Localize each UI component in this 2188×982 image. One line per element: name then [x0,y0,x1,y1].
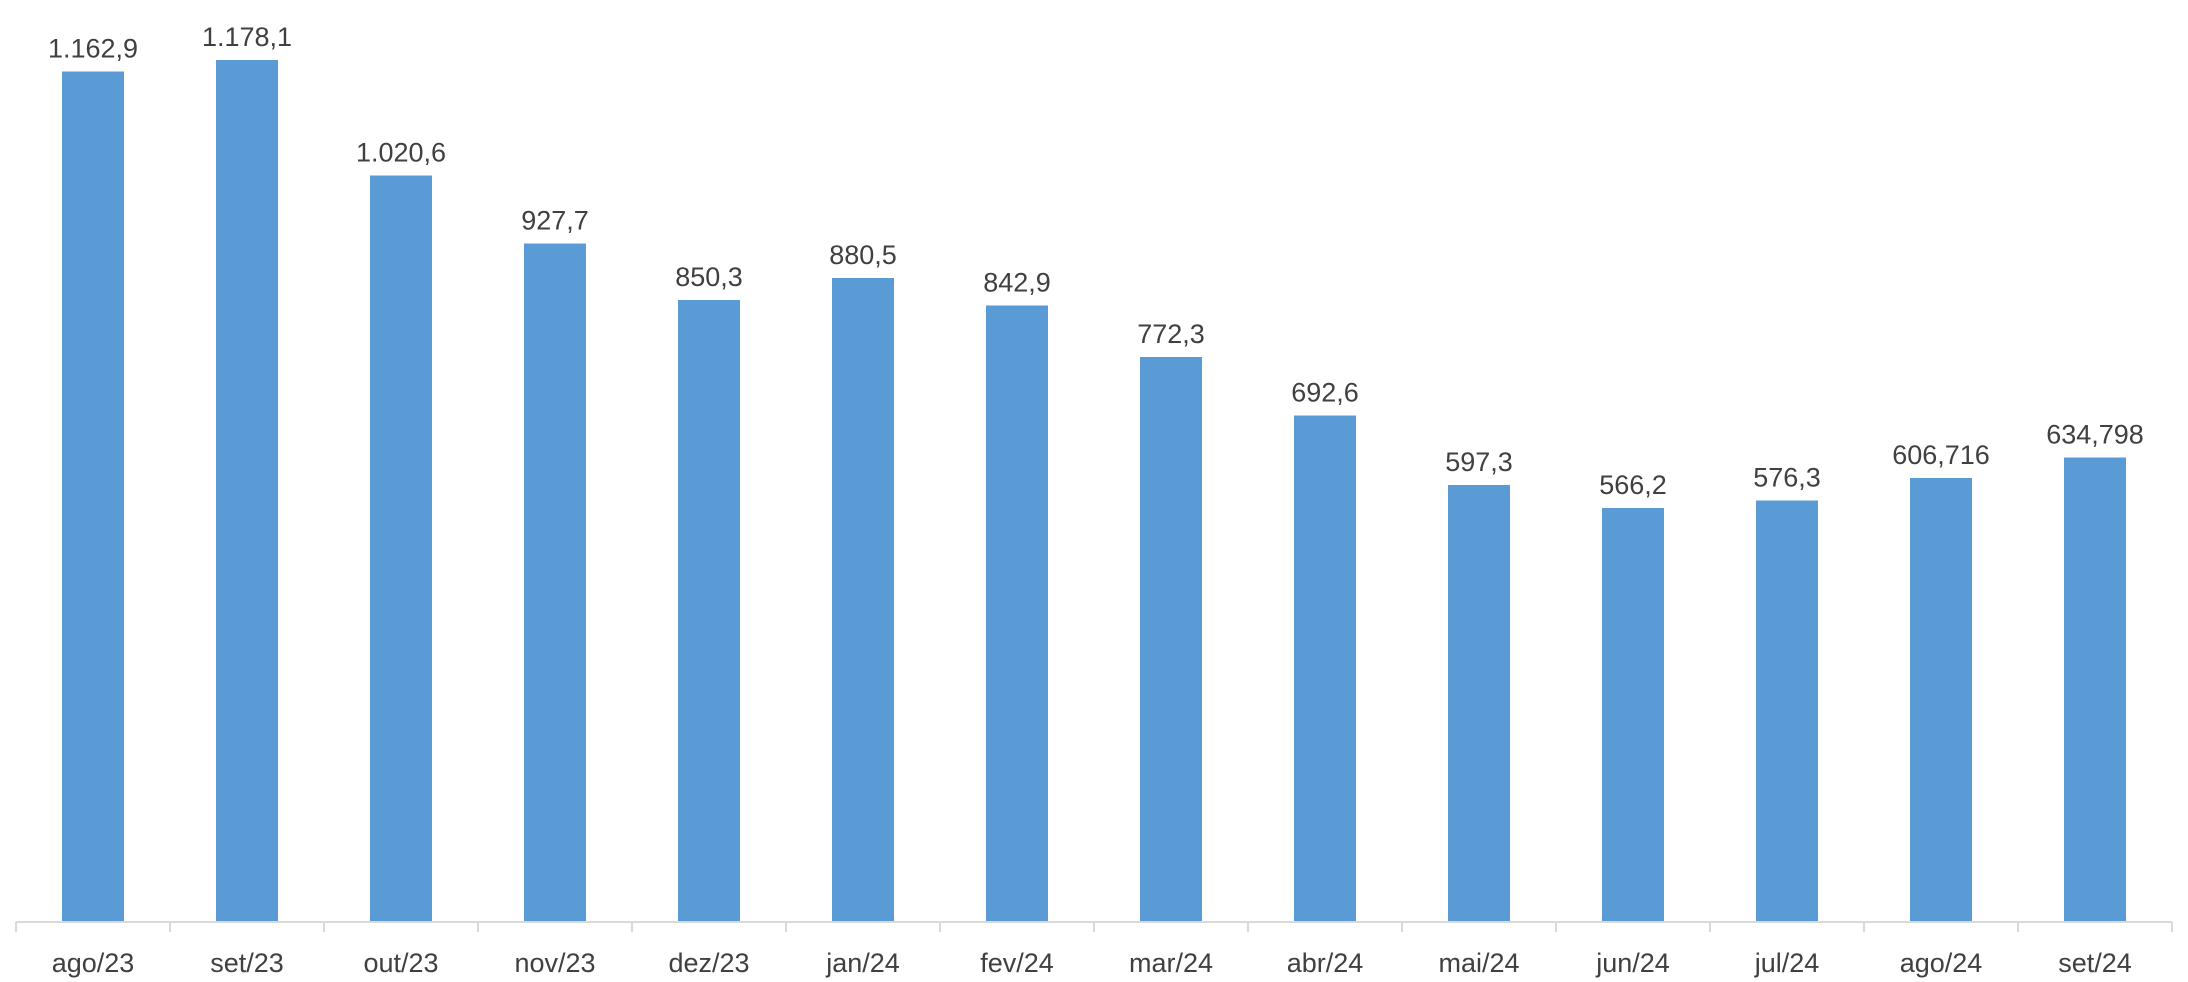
data-label: 927,7 [521,205,589,235]
bars-group [62,60,2126,923]
x-tick-label: out/23 [363,948,438,978]
data-label: 850,3 [675,262,743,292]
bar-ago-23 [62,71,124,923]
bar-jun-24 [1602,507,1664,922]
data-label: 1.178,1 [202,22,292,52]
data-label: 772,3 [1137,319,1205,349]
bar-set-24 [2064,457,2126,922]
data-label: 842,9 [983,267,1051,297]
x-tick-label: fev/24 [980,948,1054,978]
data-label: 566,2 [1599,470,1667,500]
x-tick-label: ago/24 [1900,948,1983,978]
data-label: 1.020,6 [356,137,446,167]
bar-mar-24 [1140,357,1202,923]
data-label: 597,3 [1445,447,1513,477]
x-tick-label: jan/24 [825,948,900,978]
bar-jul-24 [1756,500,1818,922]
bar-mai-24 [1448,485,1510,922]
x-tick-label: jun/24 [1595,948,1670,978]
bar-fev-24 [986,305,1048,922]
bar-jan-24 [832,277,894,922]
data-label: 634,798 [2046,420,2144,450]
bar-abr-24 [1294,415,1356,922]
data-label: 606,716 [1892,440,1990,470]
x-tick-label: mar/24 [1129,948,1213,978]
data-label: 692,6 [1291,377,1359,407]
bar-nov-23 [524,243,586,922]
bar-dez-23 [678,300,740,922]
x-tick-label: jul/24 [1754,948,1820,978]
x-tick-label: mai/24 [1438,948,1519,978]
x-axis: ago/23 set/23 out/23 nov/23 dez/23 jan/24 fev/… [15,921,2173,978]
x-tick-label: abr/24 [1287,948,1364,978]
bar-set-23 [216,60,278,922]
data-label: 880,5 [829,240,897,270]
x-tick-label: set/24 [2058,948,2132,978]
data-label: 1.162,9 [48,33,138,63]
x-tick-label: ago/23 [52,948,135,978]
x-tick-label: nov/23 [514,948,595,978]
x-tick-label: dez/23 [668,948,749,978]
bar-out-23 [370,175,432,922]
bar-ago-24 [1910,478,1972,922]
data-labels-group: 1.162,9 1.178,1 1.020,6 927,7 850,3 880,5 842,… [48,22,2144,500]
x-tick-label: set/23 [210,948,284,978]
data-label: 576,3 [1753,462,1821,492]
